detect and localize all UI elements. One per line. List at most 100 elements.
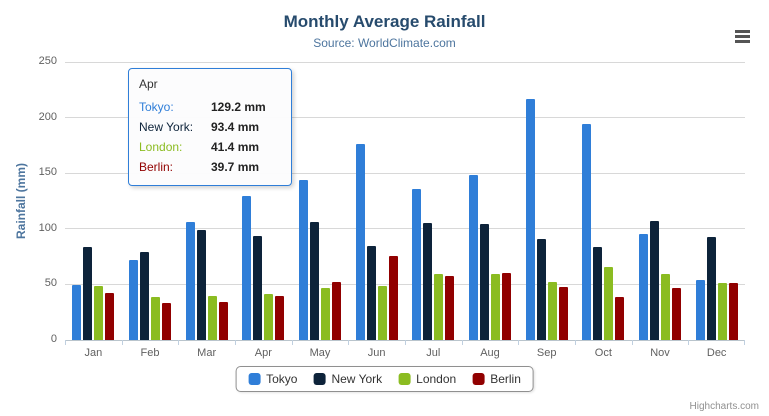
y-axis-label-250: 250 <box>38 55 57 67</box>
bar-berlin-nov[interactable] <box>672 287 681 340</box>
y-axis-label-0: 0 <box>50 333 57 345</box>
bar-berlin-mar[interactable] <box>218 301 228 340</box>
bar-london-jun[interactable] <box>377 286 387 340</box>
bar-berlin-sep[interactable] <box>558 287 568 340</box>
chart-subtitle: Source: WorldClimate.com <box>313 36 456 50</box>
bar-tokyo-jul[interactable] <box>412 189 422 340</box>
bar-new-york-feb[interactable] <box>140 252 149 340</box>
bar-london-jul[interactable] <box>434 274 444 340</box>
bar-new-york-jan[interactable] <box>83 247 93 340</box>
bar-london-apr[interactable] <box>264 293 274 340</box>
tooltip-row-new-york: New York: 93.4 mm <box>139 117 281 137</box>
x-axis-tick <box>575 340 576 345</box>
bar-london-oct[interactable] <box>604 267 614 340</box>
bar-tokyo-aug[interactable] <box>469 174 478 340</box>
plot-area: 0 50 100 150 200 250 Jan Feb Mar Apr May Jun Jul Aug S… <box>39 55 745 359</box>
bar-london-may[interactable] <box>321 287 330 340</box>
legend-item-tokyo[interactable]: Tokyo <box>248 372 297 386</box>
hamburger-icon <box>734 29 750 33</box>
tooltip-value: 93.4 mm <box>211 120 260 134</box>
bar-berlin-jan[interactable] <box>105 292 115 340</box>
tooltip-value: 129.2 mm <box>211 100 266 114</box>
bar-london-feb[interactable] <box>151 296 160 340</box>
bar-berlin-jul[interactable] <box>445 276 455 340</box>
bar-london-nov[interactable] <box>661 274 670 340</box>
x-axis-tick <box>461 340 463 345</box>
x-axis-label-mar: Mar <box>197 347 217 359</box>
bar-new-york-dec[interactable] <box>706 237 716 340</box>
bar-london-mar[interactable] <box>207 296 217 340</box>
bar-new-york-mar[interactable] <box>196 230 206 340</box>
bar-tokyo-jun[interactable] <box>355 144 365 340</box>
bar-new-york-nov[interactable] <box>650 221 659 340</box>
bar-tokyo-may[interactable] <box>299 179 308 340</box>
legend-label-london: London <box>416 372 457 386</box>
bar-berlin-dec[interactable] <box>728 283 738 340</box>
x-axis-tick <box>348 340 350 345</box>
x-axis-tick <box>65 340 66 345</box>
x-axis-label-may: May <box>309 347 331 359</box>
x-axis-tick <box>291 340 293 345</box>
london-series-symbol-icon <box>398 373 411 385</box>
y-axis-label-100: 100 <box>38 221 57 234</box>
bar-tokyo-dec[interactable] <box>695 279 705 340</box>
bar-london-dec[interactable] <box>717 283 727 340</box>
y-axis-label-200: 200 <box>38 110 57 123</box>
gridline-100 <box>65 228 745 230</box>
export-menu-button[interactable] <box>729 18 755 40</box>
bar-london-jan[interactable] <box>94 285 104 340</box>
bar-london-aug[interactable] <box>491 273 500 340</box>
legend-item-new-york[interactable]: New York <box>313 372 382 386</box>
gridline-50 <box>65 283 745 285</box>
berlin-series-symbol-icon <box>472 373 485 385</box>
credits-link[interactable]: Highcharts.com <box>689 401 759 412</box>
bar-berlin-apr[interactable] <box>275 295 285 340</box>
bar-berlin-aug[interactable] <box>502 272 511 340</box>
x-axis-label-nov: Nov <box>650 347 670 359</box>
x-axis-label-jul: Jul <box>426 347 441 359</box>
tooltip-series-name: Tokyo: <box>139 100 174 114</box>
tooltip-series-name: London: <box>139 140 183 154</box>
bar-new-york-sep[interactable] <box>536 238 546 340</box>
bar-berlin-jun[interactable] <box>388 256 398 340</box>
tooltip-series-name: New York: <box>139 120 194 134</box>
bar-new-york-oct[interactable] <box>593 247 603 340</box>
x-axis-label-sep: Sep <box>536 347 557 359</box>
bar-tokyo-feb[interactable] <box>129 260 138 340</box>
legend-item-berlin[interactable]: Berlin <box>472 372 521 386</box>
bar-tokyo-oct[interactable] <box>582 124 592 340</box>
bar-berlin-oct[interactable] <box>615 296 625 340</box>
y-axis-title: Rainfall (mm) <box>14 163 28 240</box>
bar-london-sep[interactable] <box>547 281 557 340</box>
legend-label-berlin: Berlin <box>490 372 521 386</box>
x-axis-tick <box>744 340 745 345</box>
tooltip-row-london: London: 41.4 mm <box>139 137 281 157</box>
bar-berlin-feb[interactable] <box>162 303 171 340</box>
bar-new-york-jun[interactable] <box>366 246 376 340</box>
bar-new-york-apr[interactable] <box>253 236 263 340</box>
bar-tokyo-sep[interactable] <box>525 99 535 340</box>
bar-berlin-may[interactable] <box>332 281 341 340</box>
x-axis-label-apr: Apr <box>254 347 272 359</box>
bar-tokyo-jan[interactable] <box>72 284 82 340</box>
x-axis-tick <box>235 340 236 345</box>
legend-label-new-york: New York <box>331 372 383 386</box>
x-axis-label-oct: Oct <box>594 347 612 359</box>
bar-new-york-aug[interactable] <box>480 224 489 340</box>
bar-new-york-jul[interactable] <box>423 223 433 340</box>
x-axis-tick <box>405 340 406 345</box>
bar-new-york-may[interactable] <box>310 222 319 340</box>
tokyo-series-symbol-icon <box>248 373 261 385</box>
bar-tokyo-mar[interactable] <box>185 221 195 340</box>
x-axis-label-feb: Feb <box>140 347 160 359</box>
tooltip-value: 41.4 mm <box>211 140 260 154</box>
legend-item-london[interactable]: London <box>398 372 456 386</box>
x-axis-label-dec: Dec <box>706 347 727 359</box>
x-axis-label-jan: Jan <box>84 347 103 359</box>
chart-title: Monthly Average Rainfall <box>283 12 486 31</box>
bar-tokyo-apr[interactable] <box>242 196 252 340</box>
x-axis-label-jun: Jun <box>367 347 386 359</box>
tooltip-row-berlin: Berlin: 39.7 mm <box>139 157 281 177</box>
bar-tokyo-nov[interactable] <box>639 233 648 340</box>
